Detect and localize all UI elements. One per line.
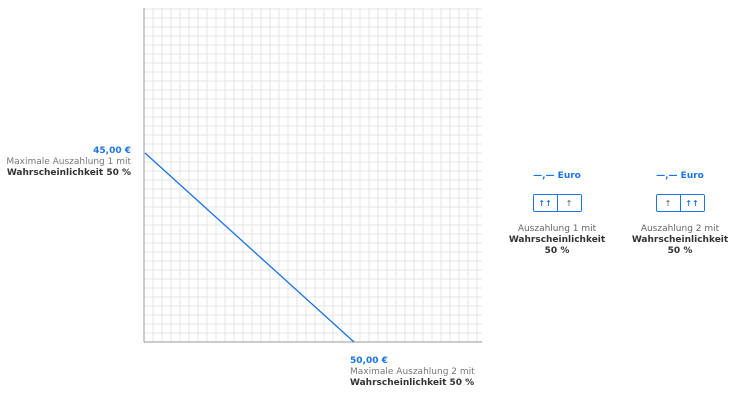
- payout-1-button-group: ↑↑ ↑: [532, 194, 582, 212]
- budget-line[interactable]: [144, 152, 355, 343]
- payout-2-button-group: ↑ ↑↑: [655, 194, 705, 212]
- y-label-line1: Maximale Auszahlung 1 mit: [6, 157, 131, 167]
- payout-1-caption: Auszahlung 1 mit Wahrscheinlichkeit 50 %: [502, 224, 612, 257]
- x-label-line2: Wahrscheinlichkeit 50 %: [350, 378, 475, 388]
- x-max-value: 50,00 €: [350, 356, 388, 366]
- payout-2-up-button[interactable]: ↑: [656, 195, 680, 211]
- y-label-line2: Wahrscheinlichkeit 50 %: [6, 168, 131, 178]
- y-max-value: 45,00 €: [93, 146, 131, 156]
- x-label-line1: Maximale Auszahlung 2 mit: [350, 367, 475, 377]
- payout-2-value: —,— Euro: [656, 171, 704, 181]
- payout-1-value: —,— Euro: [533, 171, 581, 181]
- payout-1-up-button[interactable]: ↑: [556, 195, 581, 211]
- payout-2-double-up-button[interactable]: ↑↑: [679, 195, 704, 211]
- x-axis-label: 50,00 € Maximale Auszahlung 2 mit Wahrsc…: [350, 356, 490, 389]
- y-axis-label: 45,00 € Maximale Auszahlung 1 mit Wahrsc…: [0, 146, 131, 179]
- payout-1-caption-line1: Auszahlung 1 mit: [517, 224, 597, 234]
- payout-1-double-up-button[interactable]: ↑↑: [533, 195, 557, 211]
- payout-2-caption: Auszahlung 2 mit Wahrscheinlichkeit 50 %: [625, 224, 735, 257]
- payout-2-panel: —,— Euro ↑ ↑↑ Auszahlung 2 mit Wahrschei…: [625, 171, 735, 257]
- grid-lines: [144, 8, 482, 342]
- payout-2-caption-line1: Auszahlung 2 mit: [640, 224, 720, 234]
- payout-1-caption-line2: Wahrscheinlichkeit 50 %: [508, 235, 606, 256]
- payout-1-panel: —,— Euro ↑↑ ↑ Auszahlung 1 mit Wahrschei…: [502, 171, 612, 257]
- payout-2-caption-line2: Wahrscheinlichkeit 50 %: [631, 235, 729, 256]
